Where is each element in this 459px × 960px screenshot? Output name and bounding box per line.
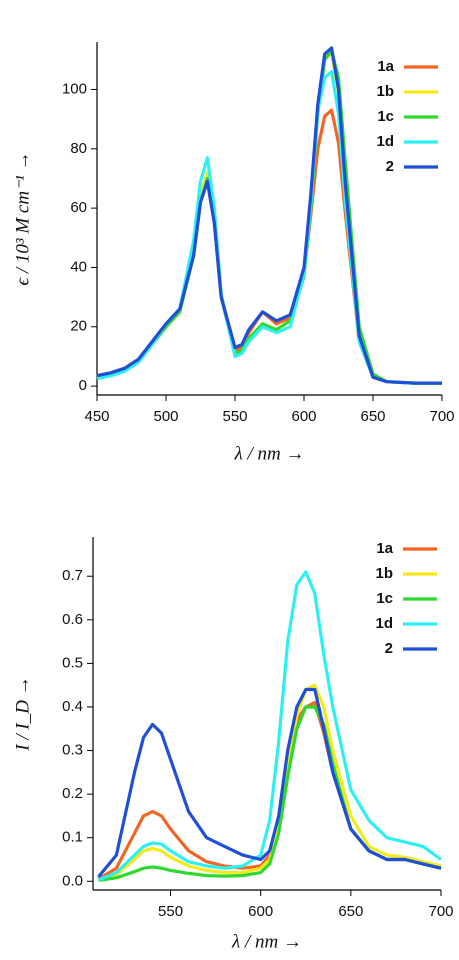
y-tick-label: 0.0 — [62, 872, 83, 889]
y-tick-label: 0.5 — [62, 654, 83, 671]
y-tick-label: 100 — [62, 80, 87, 97]
x-tick-label: 700 — [429, 408, 454, 425]
series-line — [97, 687, 442, 878]
legend-label: 1c — [377, 108, 394, 125]
y-tick-label: 40 — [70, 258, 87, 275]
x-tick-label: 700 — [428, 903, 453, 920]
x-tick-label: 600 — [291, 408, 316, 425]
legend-label: 1a — [377, 58, 394, 75]
legend-label: 1d — [376, 133, 394, 150]
y-tick-label: 0.4 — [62, 698, 83, 715]
x-tick-label: 550 — [158, 903, 183, 920]
x-axis-label: λ / nm → — [231, 931, 302, 952]
x-tick-label: 500 — [153, 408, 178, 425]
y-tick-label: 0.6 — [62, 611, 83, 628]
series-line — [96, 52, 442, 385]
legend-label: 1b — [376, 83, 394, 100]
y-tick-label: 0.7 — [62, 567, 83, 584]
y-tick-label: 0 — [79, 377, 87, 394]
x-tick-label: 550 — [222, 408, 247, 425]
legend-label: 1c — [376, 590, 393, 607]
y-tick-label: 0.1 — [62, 829, 83, 846]
y-tick-label: 20 — [70, 318, 87, 335]
x-tick-label: 650 — [338, 903, 363, 920]
series-line — [96, 46, 442, 385]
y-tick-label: 0.3 — [62, 742, 83, 759]
legend-label: 1d — [375, 615, 393, 632]
y-tick-label: 0.2 — [62, 785, 83, 802]
legend-label: 1b — [375, 565, 393, 582]
y-axis-label: ϵ / 10³ M cm⁻¹ → — [12, 151, 33, 285]
series-line — [97, 570, 442, 882]
series-line — [96, 49, 442, 385]
x-tick-label: 600 — [248, 903, 273, 920]
x-axis-label: λ / nm → — [234, 443, 305, 464]
x-tick-label: 450 — [84, 408, 109, 425]
y-tick-label: 60 — [70, 199, 87, 216]
legend-label: 1a — [376, 540, 393, 557]
legend-label: 2 — [385, 640, 393, 657]
legend-label: 2 — [386, 158, 394, 175]
series-line — [96, 108, 442, 385]
y-axis-label: I / I_D → — [12, 676, 33, 751]
series-line — [97, 683, 442, 882]
x-tick-label: 650 — [360, 408, 385, 425]
y-tick-label: 80 — [70, 140, 87, 157]
